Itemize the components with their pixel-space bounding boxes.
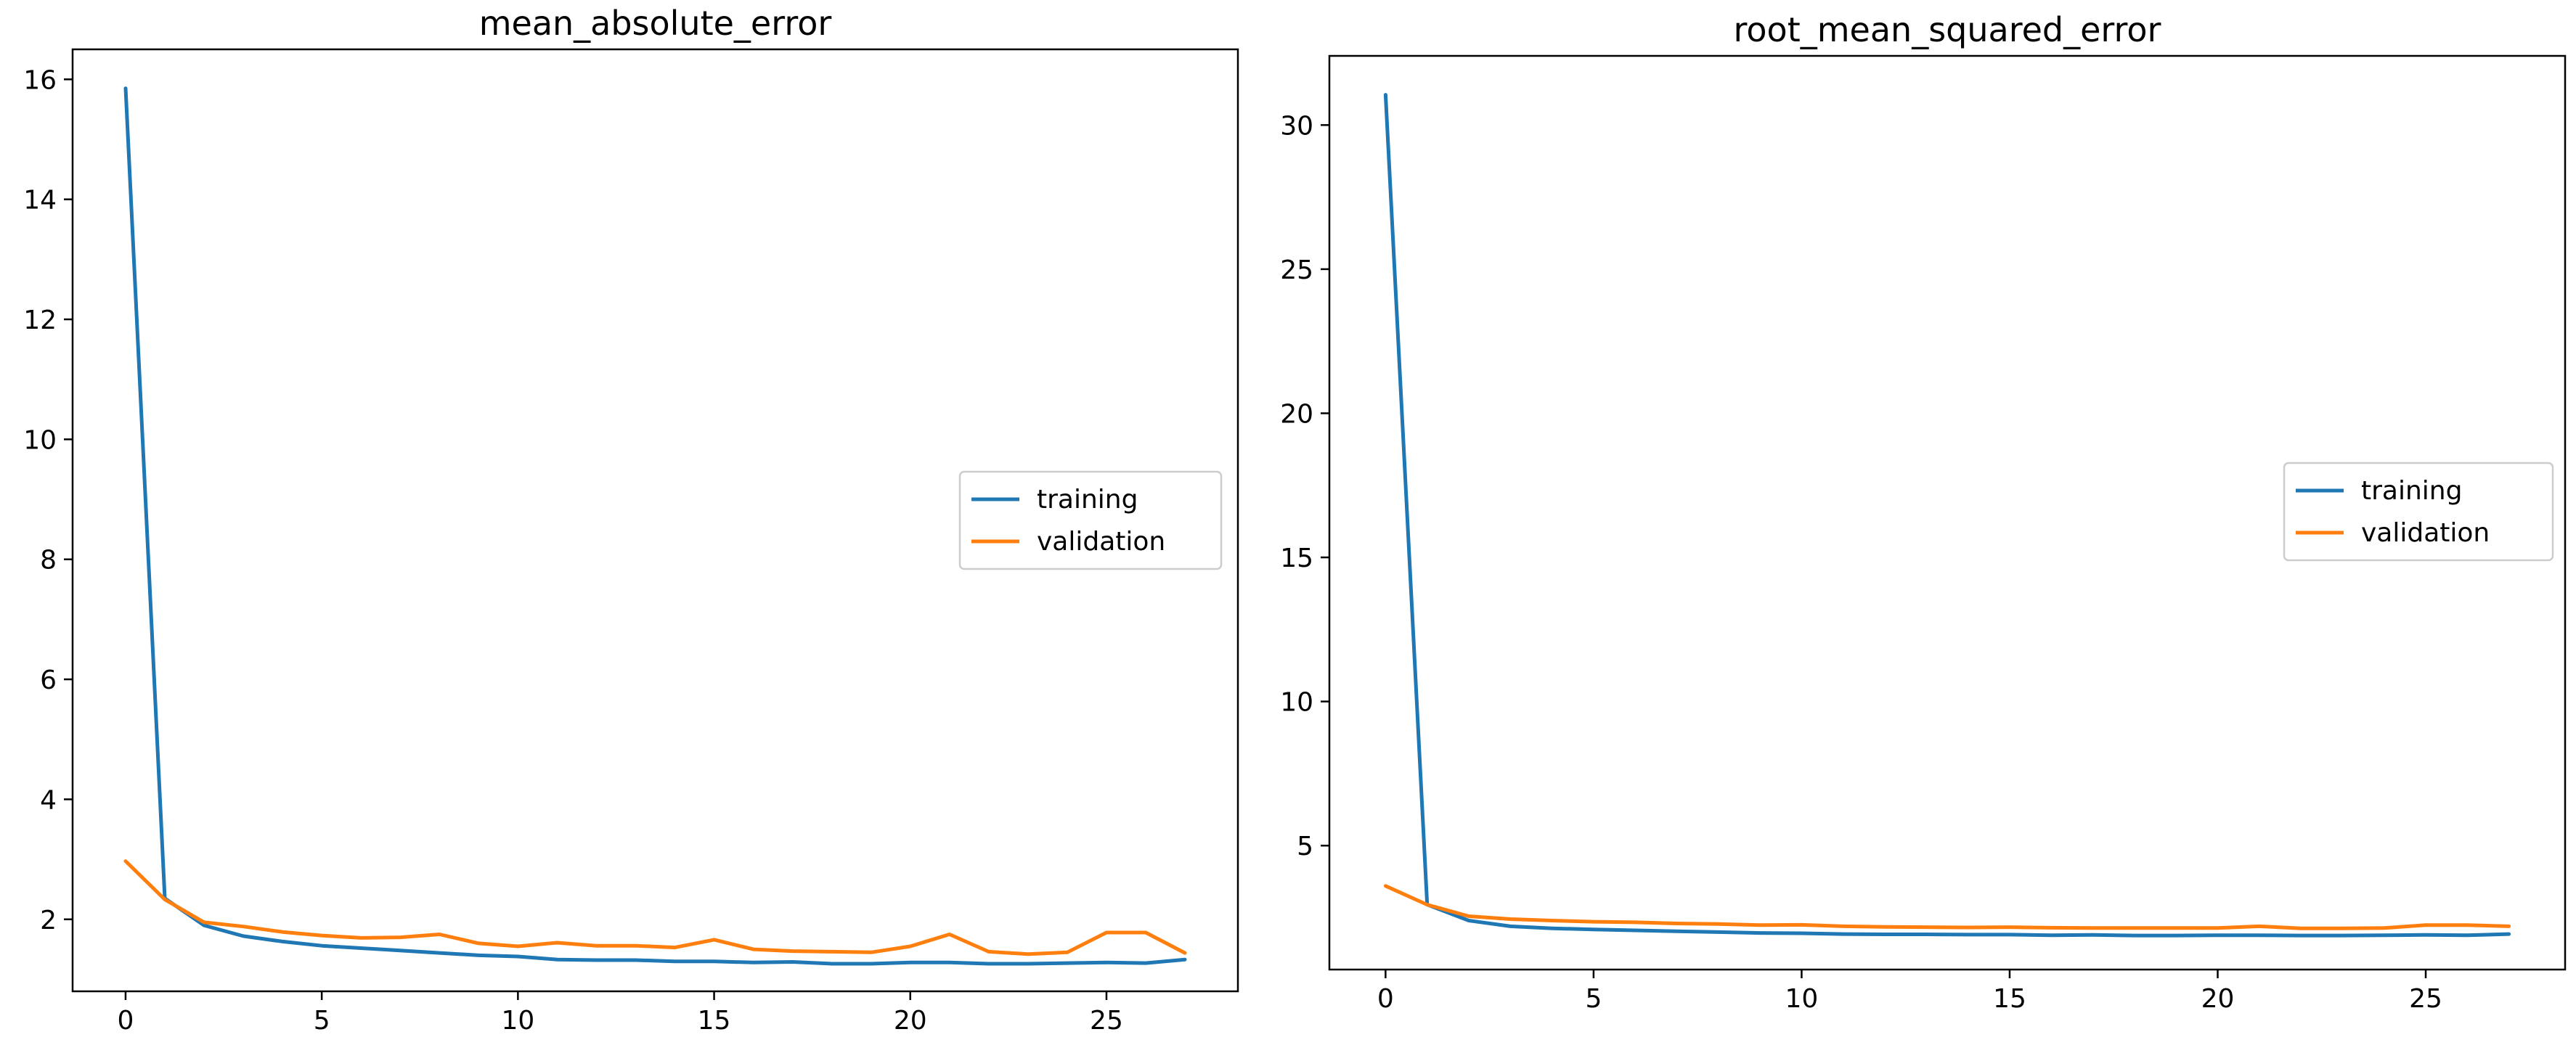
y-tick-label: 14 [23, 186, 57, 216]
legend-label-training: training [2361, 476, 2462, 506]
x-tick-label: 5 [1585, 984, 1602, 1014]
x-tick-label: 10 [501, 1006, 534, 1036]
chart-title: root_mean_squared_error [1734, 10, 2161, 49]
y-tick-label: 10 [1280, 688, 1313, 718]
y-tick-label: 15 [1280, 544, 1313, 573]
y-tick-label: 2 [40, 906, 57, 935]
legend: training validation [958, 470, 1223, 570]
x-tick-label: 15 [1993, 984, 2026, 1014]
y-tick-label: 30 [1280, 111, 1313, 141]
legend-label-training: training [1037, 485, 1138, 515]
y-tick-label: 25 [1280, 255, 1313, 285]
plot-frame [71, 48, 1239, 993]
y-tick-label: 6 [40, 665, 57, 695]
chart-title: mean_absolute_error [479, 4, 832, 43]
x-tick-label: 20 [894, 1006, 927, 1036]
x-tick-label: 25 [1090, 1006, 1123, 1036]
legend-box [2283, 462, 2554, 562]
series-line-validation [123, 859, 1187, 956]
x-tick-label: 20 [2201, 984, 2235, 1014]
y-tick-label: 8 [40, 546, 57, 575]
series-line-training [123, 86, 1187, 966]
legend-label-validation: validation [2361, 518, 2490, 548]
legend: training validation [2283, 462, 2554, 562]
legend-label-validation: validation [1037, 527, 1165, 557]
x-tick-label: 5 [314, 1006, 330, 1036]
y-tick-label: 12 [23, 306, 57, 335]
y-tick-label: 16 [23, 65, 57, 95]
x-tick-label: 0 [118, 1006, 134, 1036]
y-tick-label: 5 [1297, 832, 1313, 861]
x-tick-label: 0 [1377, 984, 1394, 1014]
x-tick-label: 15 [698, 1006, 731, 1036]
y-tick-label: 4 [40, 785, 57, 815]
y-tick-label: 10 [23, 425, 57, 455]
series-line-validation [1383, 884, 2511, 930]
x-tick-label: 10 [1785, 984, 1819, 1014]
x-tick-label: 25 [2409, 984, 2442, 1014]
plot-frame [1328, 54, 2567, 971]
y-tick-label: 20 [1280, 399, 1313, 429]
chart-panel-2: root_mean_squared_error 0 5 10 15 20 25 5 10 15 20… [1280, 10, 2567, 1014]
series-line-training [1383, 93, 2511, 938]
chart-panel-1: mean_absolute_error 0 5 10 15 20 25 2 4 6 8 10 12 14 1… [23, 4, 1239, 1036]
legend-box [958, 470, 1223, 570]
